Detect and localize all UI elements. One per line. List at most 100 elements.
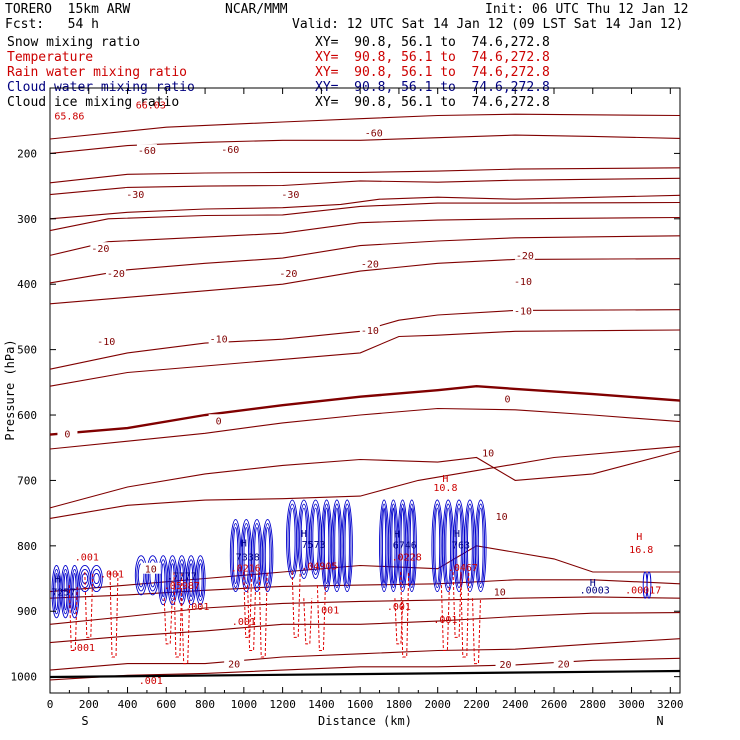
contour-label-mask xyxy=(495,658,516,670)
temperature-contour xyxy=(49,450,681,509)
y-tick-label: 600 xyxy=(17,409,37,422)
temperature-contour xyxy=(49,445,681,519)
maximum-label: H xyxy=(590,578,596,589)
x-tick-label: 1600 xyxy=(347,698,374,711)
y-tick-label: 800 xyxy=(17,540,37,553)
rain-water-contour xyxy=(316,585,326,651)
cloud-water-contour xyxy=(391,507,396,585)
rain-water-contour xyxy=(440,585,450,651)
cloud-water-contour xyxy=(195,555,206,606)
cloud-water-contour xyxy=(312,507,319,571)
y-tick-label: 700 xyxy=(17,474,37,487)
maximum-label: 7257 xyxy=(52,588,76,599)
rain-water-contour xyxy=(163,598,173,645)
cloud-water-contour xyxy=(263,523,272,589)
cloud-water-contour xyxy=(53,568,60,615)
cloud-water-contour xyxy=(254,527,260,585)
x-tick-label: 1200 xyxy=(269,698,296,711)
cloud-water-contour xyxy=(344,507,350,585)
x-tick-label: 1400 xyxy=(308,698,335,711)
cloud-water-contour xyxy=(91,568,102,589)
legend-snow-xy: XY= 90.8, 56.1 to 74.6,272.8 xyxy=(315,35,550,50)
cloud-water-contour xyxy=(382,507,387,585)
cloud-water-contour xyxy=(252,523,262,589)
maximum-label: 16.8 xyxy=(629,545,653,556)
x-tick-label: 600 xyxy=(156,698,176,711)
contour-label-mask xyxy=(489,585,510,597)
cloud-water-contour xyxy=(310,503,321,575)
maximum-label: .001 xyxy=(315,605,339,616)
temperature-label: 10 xyxy=(145,565,157,576)
temperature-label: -10 xyxy=(514,306,532,317)
x-tick-label: 3000 xyxy=(618,698,645,711)
maximum-label: H xyxy=(301,529,307,540)
temperature-contour xyxy=(49,113,681,140)
legend-rain-xy: XY= 90.8, 56.1 to 74.6,272.8 xyxy=(315,65,550,80)
cloud-water-contour xyxy=(400,507,405,585)
temperature-label: -60 xyxy=(221,145,239,156)
x-tick-label: 2400 xyxy=(502,698,529,711)
temperature-contour xyxy=(49,407,681,450)
temperature-contour xyxy=(49,235,681,284)
cloud-water-contour xyxy=(243,527,250,585)
contour-label-mask xyxy=(220,142,241,154)
contour-label-mask xyxy=(280,187,301,199)
temperature-label: -30 xyxy=(281,190,299,201)
contour-label-mask xyxy=(497,392,518,404)
maximum-label: .00017 xyxy=(625,586,661,597)
temperature-label: -10 xyxy=(210,335,228,346)
contour-label-mask xyxy=(478,446,499,458)
temperature-contour xyxy=(49,579,681,599)
cloud-water-contour xyxy=(389,503,397,589)
y-tick-label: 400 xyxy=(17,278,37,291)
maximum-label: .7777 xyxy=(167,571,197,582)
contour-label-mask xyxy=(224,657,245,669)
cloud-water-contour xyxy=(232,527,239,585)
x-axis-label: Distance (km) xyxy=(318,714,412,728)
contour-label-mask xyxy=(96,335,117,347)
maximum-label: 65.86 xyxy=(54,111,84,122)
header-init: Init: 06 UTC Thu 12 Jan 12 xyxy=(485,2,689,17)
contour-label-mask xyxy=(57,427,78,439)
maximum-label: H xyxy=(55,575,61,586)
maximum-label: .001 xyxy=(100,569,124,580)
cloud-water-contour xyxy=(69,564,80,619)
temperature-label: 0 xyxy=(504,395,510,406)
temperature-label: -20 xyxy=(279,269,297,280)
temperature-contour xyxy=(49,309,681,370)
cloud-water-contour xyxy=(159,559,167,602)
legend-temperature-xy: XY= 90.8, 56.1 to 74.6,272.8 xyxy=(315,50,550,65)
cloud-water-contour xyxy=(467,507,473,585)
cloud-water-contour xyxy=(62,568,69,615)
temperature-label: 0 xyxy=(64,429,70,440)
temperature-label: -10 xyxy=(514,277,532,288)
maximum-label: 7573 xyxy=(302,540,326,551)
maximum-label: .04905 xyxy=(301,561,337,572)
maximum-label: H xyxy=(442,474,448,485)
maximum-label: 66.03 xyxy=(136,100,166,111)
rain-water-contour xyxy=(394,598,404,645)
maximum-label: .05987 xyxy=(164,581,200,592)
cloud-water-contour xyxy=(261,519,274,593)
rain-water-contour xyxy=(247,585,257,651)
cloud-water-contour xyxy=(323,507,330,585)
cloud-water-contour xyxy=(179,563,184,598)
terrain-surface-line xyxy=(49,669,681,679)
contour-label-mask xyxy=(514,248,535,260)
x-tick-label: 2000 xyxy=(424,698,451,711)
header-valid: Valid: 12 UTC Sat 14 Jan 12 (09 LST Sat … xyxy=(292,17,684,32)
rain-water-contour xyxy=(452,571,462,638)
cloud-water-contour xyxy=(476,503,486,589)
cloud-water-contour xyxy=(147,559,158,592)
maximum-label: .001 xyxy=(433,615,457,626)
contour-label-mask xyxy=(140,562,161,574)
end-label: N xyxy=(656,714,663,728)
contour-label-mask xyxy=(105,267,126,279)
rain-water-contour xyxy=(472,598,481,665)
temperature-label: 20 xyxy=(500,660,512,671)
y-tick-label: 1000 xyxy=(11,671,38,684)
y-tick-label: 500 xyxy=(17,344,37,357)
contour-label-mask xyxy=(359,324,380,335)
cloud-water-contour xyxy=(161,563,166,598)
